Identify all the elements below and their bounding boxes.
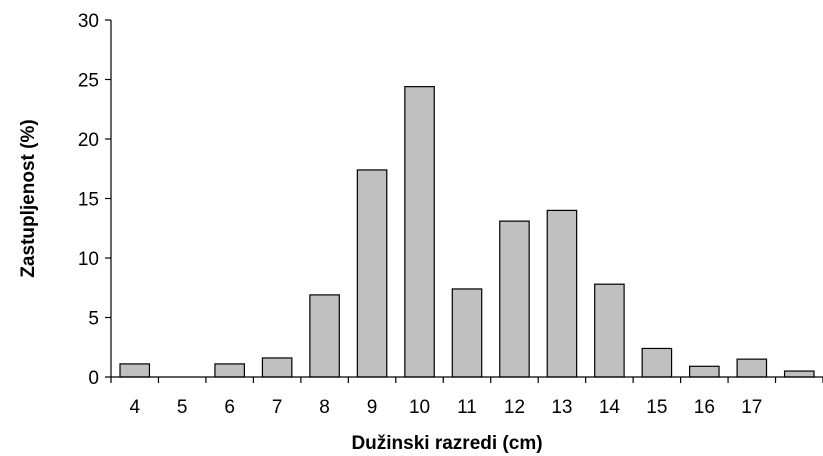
bar: [119, 363, 151, 378]
bar: [356, 169, 388, 378]
x-axis-ticks: 4 5 6 7 8 9 10 11 12 13 14 15 16 17: [110, 377, 823, 418]
x-tick-label: 4: [129, 397, 140, 418]
bar: [783, 370, 815, 378]
x-tick-label: 7: [272, 397, 283, 418]
x-tick-label: 8: [319, 397, 330, 418]
x-tick-label: 10: [409, 397, 430, 418]
y-tick-label: 20: [78, 130, 99, 151]
bar: [736, 358, 768, 378]
y-axis-title: Zastupljenost (%): [18, 119, 39, 277]
bar: [641, 347, 673, 378]
bar: [451, 288, 483, 378]
bar: [404, 86, 435, 378]
y-tick-label: 15: [78, 190, 99, 211]
bar: [689, 365, 720, 378]
bar: [261, 357, 293, 378]
bar: [309, 294, 340, 378]
y-tick-label: 5: [88, 309, 99, 330]
x-tick-label: 13: [551, 397, 572, 418]
y-tick-label: 10: [78, 249, 99, 270]
x-tick-label: 14: [599, 397, 621, 418]
bar: [594, 283, 625, 378]
bar: [499, 220, 530, 378]
bars: [119, 86, 815, 378]
x-tick-label: 12: [504, 397, 525, 418]
x-tick-label: 16: [694, 397, 715, 418]
x-tick-label: 6: [224, 397, 235, 418]
bar: [214, 363, 245, 378]
y-tick-label: 25: [78, 71, 99, 92]
y-axis-ticks: 0 5 10 15 20 25 30: [78, 11, 111, 389]
x-tick-label: 9: [367, 397, 378, 418]
x-tick-label: 17: [741, 397, 762, 418]
y-tick-label: 30: [78, 11, 99, 32]
x-tick-label: 11: [457, 397, 477, 418]
bar: [546, 209, 578, 378]
x-tick-label: 15: [646, 397, 667, 418]
x-tick-label: 5: [177, 397, 188, 418]
x-axis-title: Dužinski razredi (cm): [351, 433, 542, 454]
y-tick-label: 0: [88, 368, 99, 389]
